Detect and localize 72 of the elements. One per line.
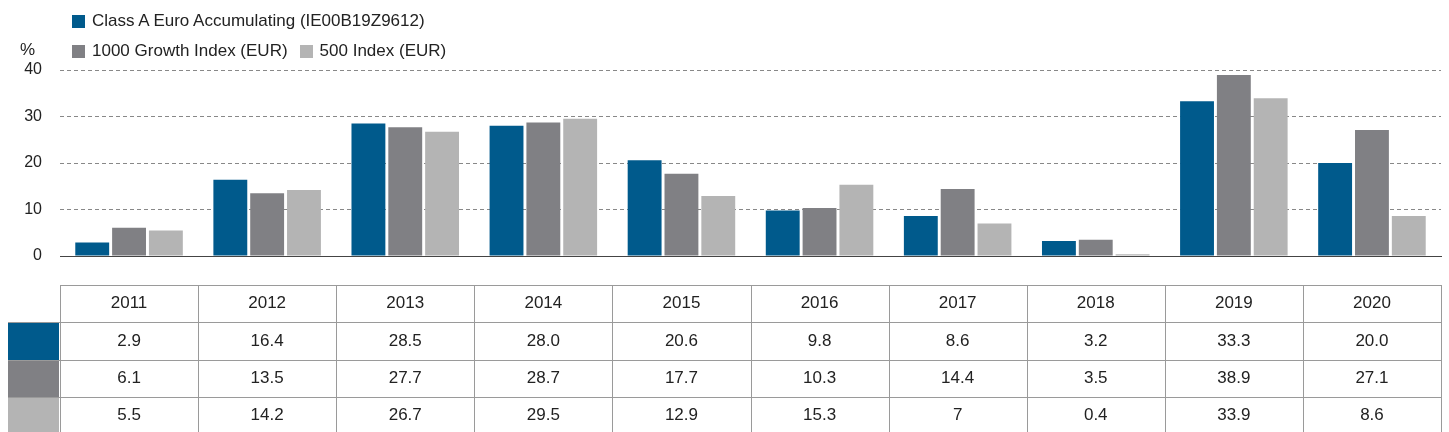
data-label: 33.3 [1217, 330, 1251, 350]
bar [701, 196, 736, 256]
legend-label: 500 Index (EUR) [319, 41, 447, 61]
bar [563, 118, 598, 256]
y-tick-label: 40 [24, 60, 43, 78]
bar [351, 123, 386, 256]
data-label: 8.6 [1360, 404, 1384, 424]
bar [903, 216, 938, 256]
data-label: 10.3 [803, 368, 837, 388]
data-label: 33.9 [1217, 404, 1251, 424]
data-label: 27.1 [1355, 368, 1389, 388]
bar [765, 210, 800, 256]
x-tick-label: 2020 [1353, 293, 1391, 313]
x-tick-label: 2016 [800, 293, 839, 313]
legend-label: Class A Euro Accumulating (IE00B19Z9612) [92, 11, 425, 31]
data-label: 29.5 [526, 404, 560, 424]
legend-label: 1000 Growth Index (EUR) [92, 41, 288, 61]
data-label: 5.5 [117, 404, 141, 424]
bar [1078, 239, 1113, 256]
bar [287, 189, 321, 256]
data-label: 9.8 [807, 330, 832, 350]
data-label: 28.5 [388, 330, 422, 350]
y-tick-label: 20 [24, 153, 43, 171]
bar [148, 230, 183, 256]
data-label: 15.3 [803, 404, 837, 424]
data-label: 28.0 [526, 330, 560, 350]
y-tick-label: 30 [24, 106, 43, 124]
data-label: 26.7 [388, 404, 422, 424]
x-tick-label: 2017 [938, 293, 977, 313]
data-label: 20.0 [1355, 330, 1389, 350]
data-label: 12.9 [664, 404, 698, 424]
bar [112, 227, 146, 256]
bar [627, 160, 662, 256]
x-tick-label: 2013 [386, 293, 425, 313]
data-label: 27.7 [388, 368, 422, 388]
data-label: 16.4 [250, 330, 284, 350]
data-label: 0.4 [1083, 404, 1108, 424]
x-tick-label: 2011 [110, 293, 148, 313]
bar [1391, 216, 1426, 256]
x-tick-label: 2014 [524, 293, 563, 313]
bar [1041, 241, 1076, 256]
bar [1318, 163, 1353, 256]
data-label: 17.7 [664, 368, 698, 388]
data-label: 14.4 [941, 368, 975, 388]
x-tick-label: 2012 [248, 293, 287, 313]
data-label: 7 [952, 404, 963, 424]
x-tick-label: 2018 [1076, 293, 1115, 313]
data-label: 3.5 [1083, 368, 1108, 388]
bar [839, 184, 874, 256]
bar [213, 179, 248, 256]
x-tick-label: 2015 [662, 293, 701, 313]
data-label: 3.2 [1083, 330, 1108, 350]
data-label: 38.9 [1217, 368, 1251, 388]
data-label: 13.5 [250, 368, 284, 388]
y-axis-title: % [20, 40, 36, 60]
y-tick-label: 10 [24, 199, 43, 217]
y-tick-label: 0 [33, 246, 43, 264]
bar [1180, 101, 1214, 256]
bar [388, 127, 423, 256]
bar [425, 131, 460, 256]
x-tick-label: 2019 [1214, 293, 1253, 313]
data-label: 14.2 [250, 404, 284, 424]
data-label: 20.6 [664, 330, 698, 350]
bar [977, 223, 1012, 256]
bar [489, 125, 524, 256]
data-label: 6.1 [117, 368, 141, 388]
data-label: 2.9 [117, 330, 141, 350]
bar [940, 189, 975, 256]
bar [1253, 98, 1288, 256]
data-label: 28.7 [526, 368, 560, 388]
bar [75, 242, 110, 256]
data-label: 8.6 [945, 330, 970, 350]
